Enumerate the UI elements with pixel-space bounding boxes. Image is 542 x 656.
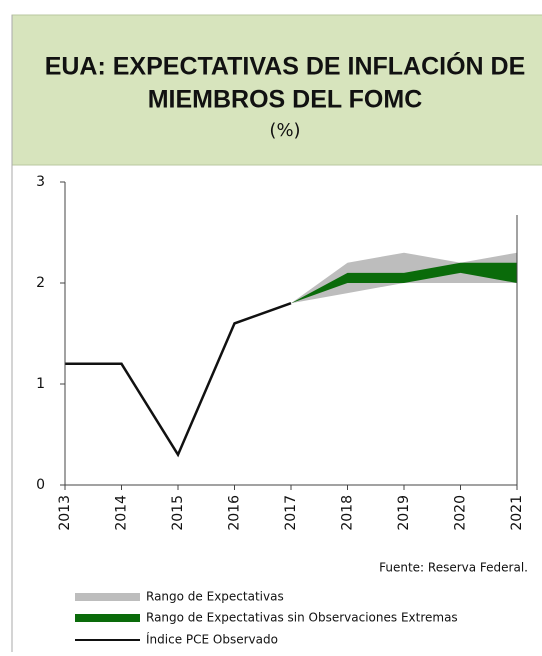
x-tick-label: 2013 — [57, 495, 73, 531]
y-tick-label: 3 — [36, 174, 45, 190]
x-tick-label: 2014 — [114, 495, 130, 531]
x-tick-label: 2018 — [340, 495, 356, 531]
legend-label: Índice PCE Observado — [146, 632, 278, 647]
unit-label: (%) — [269, 120, 300, 141]
range-band — [291, 262, 517, 304]
x-tick-label: 2020 — [453, 495, 469, 531]
x-tick-label: 2016 — [227, 495, 243, 531]
x-tick-label: 2019 — [396, 495, 412, 531]
x-tick-label: 2015 — [170, 495, 186, 531]
legend-label: Rango de Expectativas — [146, 590, 284, 604]
chart-title: EUA: EXPECTATIVAS DE INFLACIÓN DE — [45, 51, 526, 81]
pce-line — [65, 302, 292, 458]
chart-subtitle: MIEMBROS DEL FOMC — [148, 86, 423, 114]
x-tick-label: 2021 — [509, 495, 525, 531]
y-tick-label: 0 — [36, 477, 45, 493]
y-tick-label: 2 — [36, 275, 45, 291]
x-tick-label: 2017 — [283, 495, 299, 531]
y-tick-label: 1 — [36, 376, 45, 392]
source: Fuente: Reserva Federal. — [379, 561, 528, 575]
legend-label: Rango de Expectativas sin Observaciones … — [146, 611, 458, 625]
title-panel — [11, 14, 542, 166]
